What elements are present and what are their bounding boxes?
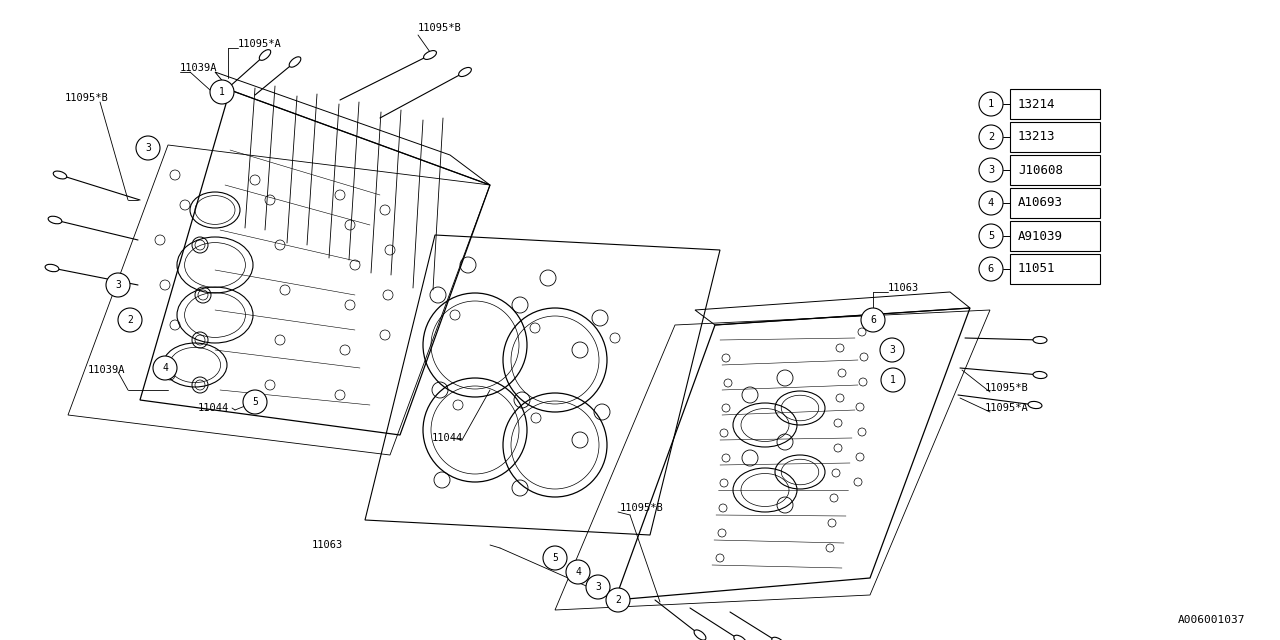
Text: 11095*B: 11095*B: [986, 383, 1029, 393]
Text: 11051: 11051: [1018, 262, 1056, 275]
Text: 4: 4: [575, 567, 581, 577]
Text: 11095*A: 11095*A: [238, 39, 282, 49]
Text: 6: 6: [988, 264, 995, 274]
Text: 3: 3: [890, 345, 895, 355]
Circle shape: [979, 92, 1004, 116]
Text: A10693: A10693: [1018, 196, 1062, 209]
Text: 11095*B: 11095*B: [620, 503, 664, 513]
Ellipse shape: [54, 171, 67, 179]
Text: 4: 4: [988, 198, 995, 208]
Text: 1: 1: [219, 87, 225, 97]
Text: 3: 3: [988, 165, 995, 175]
Ellipse shape: [458, 67, 471, 77]
Circle shape: [979, 158, 1004, 182]
Text: 13214: 13214: [1018, 97, 1056, 111]
Circle shape: [979, 257, 1004, 281]
Circle shape: [586, 575, 611, 599]
Bar: [1010, 188, 1100, 218]
Circle shape: [210, 80, 234, 104]
Bar: [1010, 155, 1100, 185]
Bar: [1010, 254, 1100, 284]
Ellipse shape: [1033, 337, 1047, 344]
Text: 5: 5: [252, 397, 259, 407]
Bar: [978, 88, 1100, 286]
Ellipse shape: [289, 57, 301, 67]
Bar: [1010, 221, 1100, 251]
Circle shape: [154, 356, 177, 380]
Text: 11095*B: 11095*B: [65, 93, 109, 103]
Text: 11044: 11044: [198, 403, 229, 413]
Text: J10608: J10608: [1018, 163, 1062, 177]
Ellipse shape: [260, 50, 270, 60]
Text: A91039: A91039: [1018, 230, 1062, 243]
Text: 13213: 13213: [1018, 131, 1056, 143]
Circle shape: [566, 560, 590, 584]
Circle shape: [979, 125, 1004, 149]
Ellipse shape: [49, 216, 61, 224]
Text: 5: 5: [988, 231, 995, 241]
Text: 11063: 11063: [888, 283, 919, 293]
Text: 2: 2: [616, 595, 621, 605]
Text: 4: 4: [163, 363, 168, 373]
Text: A006001037: A006001037: [1178, 615, 1245, 625]
Text: 11095*B: 11095*B: [419, 23, 462, 33]
Text: 11095*A: 11095*A: [986, 403, 1029, 413]
Text: 11039A: 11039A: [180, 63, 218, 73]
Ellipse shape: [772, 637, 785, 640]
Ellipse shape: [694, 630, 707, 640]
Circle shape: [979, 224, 1004, 248]
Circle shape: [881, 338, 904, 362]
Text: 11044: 11044: [433, 433, 463, 443]
Ellipse shape: [733, 636, 746, 640]
Bar: [1010, 89, 1100, 119]
Text: 3: 3: [595, 582, 600, 592]
Text: 11063: 11063: [312, 540, 343, 550]
Text: 3: 3: [115, 280, 120, 290]
Circle shape: [861, 308, 884, 332]
Ellipse shape: [1033, 371, 1047, 378]
Circle shape: [106, 273, 131, 297]
Text: 3: 3: [145, 143, 151, 153]
Text: 11039A: 11039A: [88, 365, 125, 375]
Text: 1: 1: [988, 99, 995, 109]
Text: 5: 5: [552, 553, 558, 563]
Text: 2: 2: [127, 315, 133, 325]
Bar: [1010, 122, 1100, 152]
Circle shape: [543, 546, 567, 570]
Ellipse shape: [1028, 401, 1042, 408]
Circle shape: [881, 368, 905, 392]
Text: 6: 6: [870, 315, 876, 325]
Circle shape: [118, 308, 142, 332]
Ellipse shape: [424, 51, 436, 60]
Text: 1: 1: [890, 375, 896, 385]
Circle shape: [136, 136, 160, 160]
Circle shape: [605, 588, 630, 612]
Ellipse shape: [45, 264, 59, 272]
Circle shape: [979, 191, 1004, 215]
Text: 2: 2: [988, 132, 995, 142]
Circle shape: [243, 390, 268, 414]
